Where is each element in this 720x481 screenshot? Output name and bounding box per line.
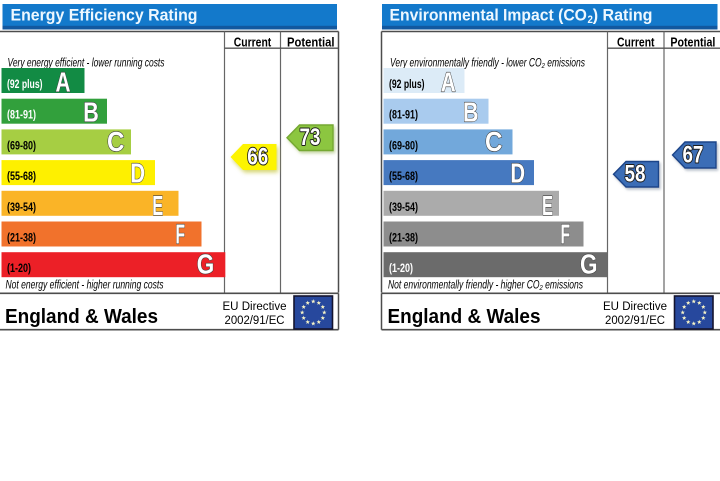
svg-text:(55-68): (55-68) [389, 171, 418, 183]
svg-text:Very energy efficient - lower: Very energy efficient - lower running co… [8, 57, 165, 69]
svg-text:Potential: Potential [287, 35, 335, 50]
svg-text:2002/91/EC: 2002/91/EC [605, 313, 665, 327]
svg-text:(1-20): (1-20) [389, 263, 413, 275]
svg-text:Potential: Potential [670, 35, 715, 50]
svg-text:(21-38): (21-38) [7, 233, 36, 245]
svg-text:D: D [131, 158, 146, 189]
svg-text:(81-91): (81-91) [389, 110, 418, 122]
svg-text:66: 66 [247, 144, 268, 171]
svg-text:D: D [511, 158, 526, 189]
svg-text:F: F [176, 219, 186, 250]
svg-text:58: 58 [625, 161, 646, 188]
svg-text:(69-80): (69-80) [7, 140, 36, 152]
svg-text:(1-20): (1-20) [7, 263, 31, 275]
svg-text:Current: Current [234, 35, 272, 50]
svg-text:Environmental Impact (CO: Environmental Impact (CO [390, 6, 588, 24]
svg-text:Current: Current [617, 35, 655, 50]
svg-text:F: F [561, 219, 571, 250]
svg-text:E: E [542, 190, 553, 221]
svg-text:(39-54): (39-54) [7, 202, 36, 214]
svg-text:B: B [83, 97, 99, 128]
svg-text:Not energy efficient - higher: Not energy efficient - higher running co… [6, 279, 164, 291]
svg-text:(55-68): (55-68) [7, 171, 36, 183]
svg-text:England & Wales: England & Wales [5, 305, 158, 328]
svg-text:G: G [580, 249, 598, 280]
svg-text:C: C [107, 126, 125, 157]
svg-text:2: 2 [588, 14, 593, 26]
svg-text:67: 67 [682, 142, 703, 169]
svg-text:G: G [197, 249, 215, 280]
svg-text:England & Wales: England & Wales [388, 305, 541, 328]
svg-text:Very environmentally friendly: Very environmentally friendly - lower CO… [390, 57, 585, 69]
svg-text:2002/91/EC: 2002/91/EC [225, 313, 285, 327]
svg-text:Energy Efficiency Rating: Energy Efficiency Rating [11, 6, 198, 24]
svg-text:(69-80): (69-80) [389, 140, 418, 152]
svg-text:(21-38): (21-38) [389, 233, 418, 245]
svg-text:EU Directive: EU Directive [223, 299, 287, 313]
svg-text:A: A [441, 67, 456, 98]
svg-text:Not environmentally friendly -: Not environmentally friendly - higher CO… [388, 279, 583, 291]
svg-text:E: E [152, 190, 163, 221]
svg-text:B: B [463, 97, 479, 128]
svg-text:(39-54): (39-54) [389, 202, 418, 214]
svg-text:(81-91): (81-91) [7, 110, 36, 122]
svg-text:(92 plus): (92 plus) [389, 79, 425, 91]
svg-text:A: A [56, 67, 71, 98]
svg-text:) Rating: ) Rating [593, 6, 653, 24]
svg-text:(92 plus): (92 plus) [7, 79, 43, 91]
svg-text:73: 73 [300, 124, 321, 151]
svg-text:EU Directive: EU Directive [603, 299, 667, 313]
svg-text:C: C [485, 126, 503, 157]
